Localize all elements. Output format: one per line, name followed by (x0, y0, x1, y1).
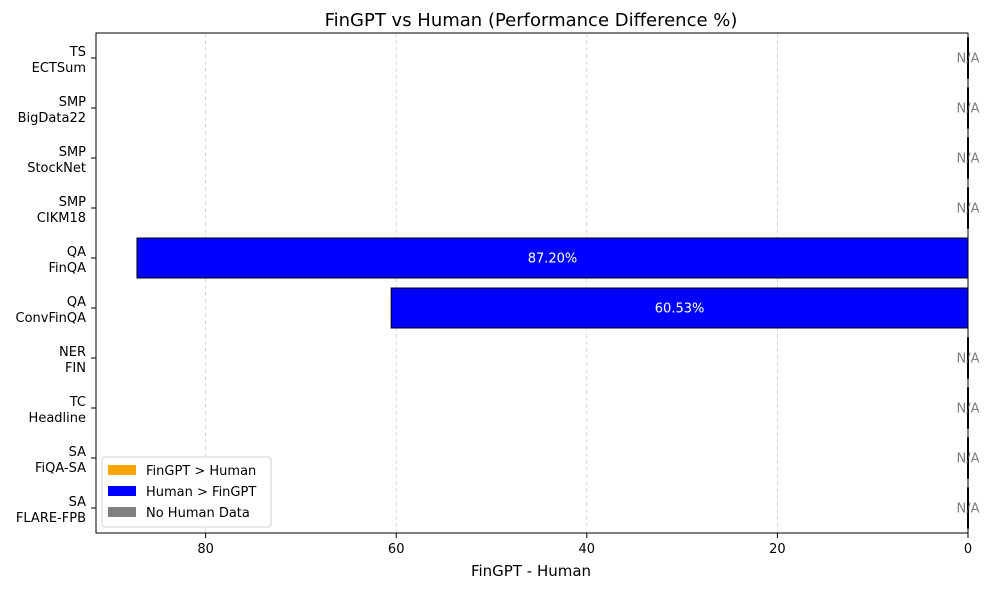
y-tick-label-dataset: FiQA-SA (35, 461, 86, 476)
x-tick-label: 60 (388, 542, 405, 557)
bar (390, 287, 969, 329)
legend-label: No Human Data (146, 506, 250, 521)
legend-label: FinGPT > Human (146, 464, 256, 479)
legend-swatch (108, 465, 136, 475)
x-axis: 80 60 40 20 0 (197, 533, 972, 557)
y-tick-label-dataset: FIN (65, 361, 86, 376)
legend-swatch (108, 486, 136, 496)
y-tick-label-task: SA (69, 495, 86, 510)
value-labels: N/AN/AN/AN/A87.20%60.53%N/AN/AN/AN/A (528, 52, 980, 517)
y-tick-label-dataset: FLARE-FPB (16, 511, 86, 526)
y-axis: TSECTSumSMPBigData22SMPStockNetSMPCIKM18… (16, 45, 96, 526)
y-tick-label-task: TS (69, 45, 86, 60)
legend-label: Human > FinGPT (146, 485, 256, 500)
x-tick-label: 20 (769, 542, 786, 557)
x-axis-title: FinGPT - Human (471, 562, 591, 580)
bar (136, 237, 969, 279)
y-tick-label-dataset: ECTSum (32, 61, 86, 76)
y-tick-label-task: SMP (59, 95, 86, 110)
x-tick-label: 80 (197, 542, 214, 557)
y-tick-label-task: SMP (59, 145, 86, 160)
grid-lines (205, 33, 969, 533)
x-tick-label: 40 (579, 542, 596, 557)
legend: FinGPT > Human Human > FinGPT No Human Dat… (101, 456, 272, 528)
legend-swatch (108, 507, 136, 517)
y-tick-label-dataset: BigData22 (18, 111, 86, 126)
y-tick-label-task: SA (69, 445, 86, 460)
bar-value-label: 87.20% (528, 252, 578, 267)
y-tick-label-task: QA (67, 295, 86, 310)
y-tick-label-task: NER (59, 345, 86, 360)
bar-value-label: 60.53% (655, 302, 705, 317)
y-tick-label-task: SMP (59, 195, 86, 210)
y-tick-label-dataset: ConvFinQA (16, 311, 87, 326)
y-tick-label-dataset: FinQA (48, 261, 86, 276)
y-tick-label-task: QA (67, 245, 86, 260)
chart-title: FinGPT vs Human (Performance Difference … (325, 10, 738, 31)
bars (136, 37, 969, 529)
y-tick-label-dataset: Headline (29, 411, 86, 426)
y-tick-label-dataset: CIKM18 (37, 211, 86, 226)
y-tick-label-dataset: StockNet (27, 161, 86, 176)
x-tick-label: 0 (964, 542, 972, 557)
y-tick-label-task: TC (69, 395, 86, 410)
legend-box (101, 456, 272, 528)
plot-frame (95, 32, 969, 534)
